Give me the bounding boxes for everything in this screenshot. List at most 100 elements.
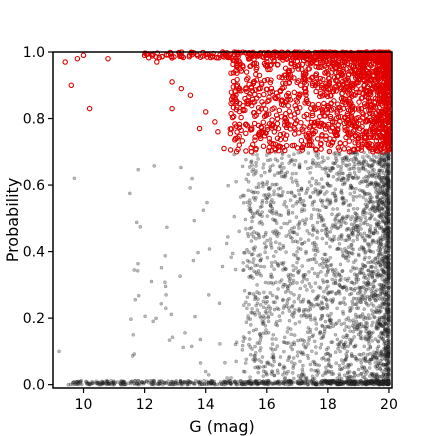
- data-point: [382, 220, 387, 225]
- data-point: [387, 351, 391, 355]
- data-point: [249, 273, 253, 278]
- data-point: [270, 370, 275, 374]
- data-point: [229, 376, 233, 380]
- data-point: [263, 280, 268, 285]
- data-point: [345, 155, 349, 159]
- data-point: [288, 219, 292, 224]
- data-point: [305, 378, 310, 383]
- data-point: [330, 239, 334, 243]
- data-point: [255, 301, 260, 306]
- data-point: [285, 301, 290, 306]
- data-point: [360, 210, 365, 214]
- data-point: [308, 307, 313, 312]
- data-point: [330, 267, 335, 272]
- data-point: [313, 318, 317, 323]
- data-point: [376, 198, 380, 202]
- data-point: [245, 258, 250, 263]
- data-point: [355, 216, 359, 221]
- data-point: [325, 351, 330, 356]
- data-point: [251, 234, 256, 239]
- data-point: [164, 293, 168, 297]
- data-point: [290, 180, 295, 184]
- data-point: [387, 272, 391, 277]
- data-point: [325, 181, 330, 186]
- data-point: [332, 191, 337, 195]
- data-point: [337, 173, 342, 177]
- data-point: [293, 321, 298, 326]
- data-point: [326, 291, 330, 295]
- data-point: [245, 231, 250, 236]
- data-point: [365, 241, 370, 246]
- data-point: [370, 273, 375, 278]
- data-point: [269, 312, 274, 317]
- data-point: [333, 350, 338, 355]
- data-point: [361, 245, 366, 250]
- data-point: [386, 201, 391, 205]
- data-point: [328, 318, 333, 323]
- data-point: [320, 155, 325, 160]
- data-point: [387, 167, 391, 171]
- data-point: [277, 231, 281, 236]
- data-point: [315, 297, 320, 301]
- data-point: [321, 280, 326, 285]
- data-point: [292, 230, 297, 235]
- data-point: [276, 263, 280, 267]
- data-point: [363, 251, 367, 255]
- data-point: [244, 226, 248, 231]
- data-point: [366, 272, 371, 277]
- data-point: [258, 314, 263, 319]
- data-point: [265, 372, 269, 377]
- data-point: [241, 339, 246, 344]
- data-point: [332, 273, 336, 277]
- data-point: [380, 349, 384, 354]
- data-point: [57, 349, 61, 354]
- data-point: [386, 153, 391, 157]
- data-point: [386, 351, 391, 356]
- data-point: [257, 311, 262, 316]
- data-point: [197, 382, 202, 387]
- data-point: [265, 238, 269, 243]
- data-point: [331, 174, 336, 179]
- data-point: [339, 367, 344, 372]
- data-point: [307, 180, 312, 184]
- data-point: [375, 269, 380, 273]
- data-point: [353, 227, 358, 232]
- data-point: [387, 358, 391, 363]
- data-point: [309, 213, 314, 217]
- data-point: [269, 274, 273, 279]
- data-point: [266, 314, 271, 319]
- data-point: [330, 340, 335, 344]
- data-point: [379, 315, 384, 320]
- data-point: [341, 285, 346, 289]
- data-point: [314, 228, 319, 233]
- data-point: [319, 177, 324, 181]
- data-point: [328, 255, 333, 260]
- data-point: [301, 363, 305, 368]
- data-point: [275, 368, 280, 373]
- data-point: [361, 324, 366, 329]
- data-point: [383, 373, 388, 377]
- data-point: [316, 215, 321, 220]
- data-point: [324, 368, 329, 373]
- data-point: [386, 306, 391, 311]
- data-point: [127, 191, 132, 196]
- data-point: [341, 176, 346, 181]
- data-point: [369, 331, 374, 336]
- data-point: [355, 152, 360, 156]
- data-point: [374, 324, 379, 329]
- data-point: [340, 195, 345, 200]
- data-point: [383, 183, 388, 187]
- data-point: [298, 199, 302, 204]
- data-point: [368, 265, 373, 269]
- data-point: [352, 325, 356, 329]
- data-point: [381, 382, 386, 387]
- data-point: [378, 264, 383, 268]
- data-point: [366, 201, 371, 205]
- data-point: [251, 260, 255, 265]
- data-point: [350, 381, 354, 386]
- data-point: [234, 359, 238, 364]
- data-point: [329, 311, 333, 316]
- data-point: [299, 241, 304, 246]
- data-point: [386, 173, 391, 178]
- data-point: [282, 221, 286, 226]
